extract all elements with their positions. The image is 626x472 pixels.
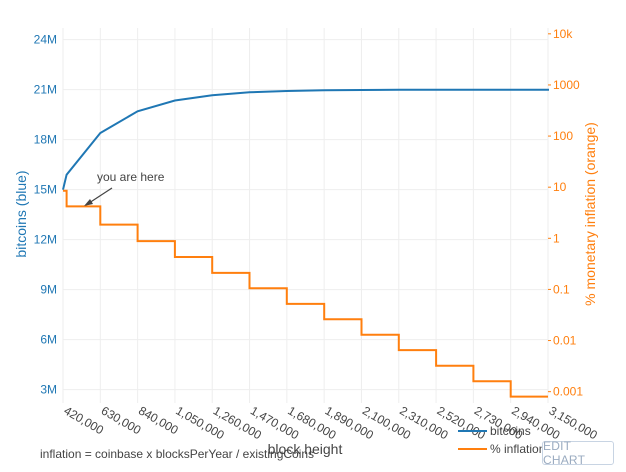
legend: bitcoins % inflation [458, 424, 545, 456]
legend-item-bitcoins[interactable]: bitcoins [458, 424, 531, 438]
y-left-tick-label: 6M [40, 333, 57, 347]
legend-label-bitcoins: bitcoins [490, 424, 531, 438]
y-right-tick-label: 10 [553, 180, 567, 194]
y-left-tick-label: 21M [34, 83, 57, 97]
right-axis-ticks: 0.001 0.01 0.1 1 10 100 1000 10k [548, 27, 583, 399]
legend-label-inflation: % inflation [490, 442, 545, 456]
x-axis-title: block height [268, 441, 343, 457]
x-tick-label: 840,000 [136, 403, 181, 437]
y-right-tick-label: 1000 [553, 78, 580, 92]
annotation-arrowhead [84, 199, 93, 206]
edit-chart-button[interactable]: EDIT CHART [542, 439, 614, 467]
footnote: inflation = coinbase x blocksPerYear / e… [40, 447, 314, 461]
y-left-tick-label: 24M [34, 33, 57, 47]
inflation-line [63, 189, 548, 398]
y-axis-title-right: % monetary inflation (orange) [582, 122, 598, 306]
legend-item-inflation[interactable]: % inflation [458, 442, 545, 456]
annotation-text: you are here [97, 170, 165, 184]
y-axis-title-left: bitcoins (blue) [13, 170, 29, 257]
x-tick-label: 420,000 [62, 403, 107, 437]
y-right-tick-label: 1 [553, 231, 560, 245]
left-axis-ticks: 3M 6M 9M 12M 15M 18M 21M 24M [34, 33, 57, 397]
y-left-tick-label: 9M [40, 283, 57, 297]
x-tick-label: 630,000 [99, 403, 144, 437]
y-left-tick-label: 15M [34, 183, 57, 197]
y-left-tick-label: 18M [34, 133, 57, 147]
bitcoins-line [62, 88, 549, 190]
y-right-tick-label: 0.001 [553, 385, 583, 399]
y-right-tick-label: 10k [553, 27, 573, 41]
y-right-tick-label: 100 [553, 129, 573, 143]
y-left-tick-label: 12M [34, 233, 57, 247]
gridlines [62, 28, 549, 403]
annotation: you are here [84, 170, 165, 206]
y-right-tick-label: 0.1 [553, 282, 570, 296]
y-right-tick-label: 0.01 [553, 334, 577, 348]
y-left-tick-label: 3M [40, 383, 57, 397]
